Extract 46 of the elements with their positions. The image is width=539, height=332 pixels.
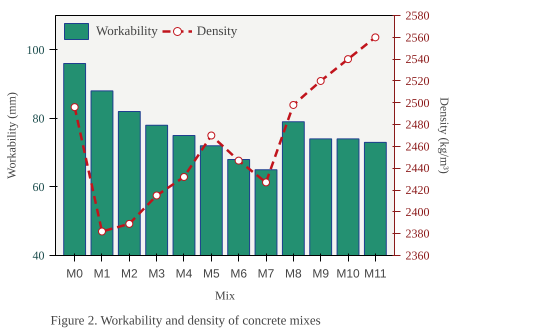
x-tick-label: M10 xyxy=(336,266,360,280)
y2-tick-label: 2380 xyxy=(406,226,430,241)
x-tick-label: M6 xyxy=(230,266,248,280)
caption: Figure 2. Workability and density of concrete mixes xyxy=(50,312,321,328)
y-tick-label: 60 xyxy=(32,180,44,194)
y2-tick-label: 2520 xyxy=(406,74,430,88)
x-tick-label: M8 xyxy=(285,266,302,280)
y2-tick-label: 2500 xyxy=(406,96,430,110)
y2-tick-label: 2580 xyxy=(406,8,430,22)
y-axis-title: Workability (mm) xyxy=(4,92,18,179)
point xyxy=(125,220,134,228)
y2-tick-label: 2480 xyxy=(406,118,430,132)
point xyxy=(371,33,380,42)
point xyxy=(289,100,298,109)
point xyxy=(98,228,106,236)
y2-tick-label: 2540 xyxy=(406,52,430,66)
y-tick-label: 100 xyxy=(26,42,44,57)
legend-label: Workability xyxy=(96,23,158,39)
point xyxy=(180,172,188,181)
y-tick-label: 80 xyxy=(32,111,44,126)
legend-label: Density xyxy=(196,23,238,39)
point xyxy=(344,55,352,64)
x-tick-label: M3 xyxy=(148,266,166,280)
point xyxy=(70,103,79,112)
point xyxy=(207,132,216,140)
point xyxy=(152,192,161,200)
y2-tick-label: 2420 xyxy=(406,183,430,198)
x-tick-label: M0 xyxy=(66,266,84,280)
point xyxy=(316,76,325,85)
y2-tick-label: 2460 xyxy=(406,139,430,154)
point xyxy=(234,156,243,165)
x-tick-label: M5 xyxy=(202,266,220,280)
x-axis-title: Mix xyxy=(215,288,236,302)
x-tick-label: M11 xyxy=(364,266,387,280)
y2-tick-label: 2560 xyxy=(406,30,430,44)
x-tick-label: M2 xyxy=(120,266,138,280)
y-tick-label: 40 xyxy=(32,248,44,262)
y2-tick-label: 2360 xyxy=(406,248,430,262)
x-tick-label: M7 xyxy=(258,266,275,280)
y2-tick-label: 2440 xyxy=(406,161,430,176)
x-tick-label: M4 xyxy=(176,266,193,280)
x-tick-label: M9 xyxy=(312,266,330,280)
point xyxy=(262,178,270,186)
y2-axis-title: Density (kg/m³) xyxy=(438,97,452,174)
y2-tick-label: 2400 xyxy=(406,204,430,219)
x-tick-label: M1 xyxy=(94,266,111,280)
